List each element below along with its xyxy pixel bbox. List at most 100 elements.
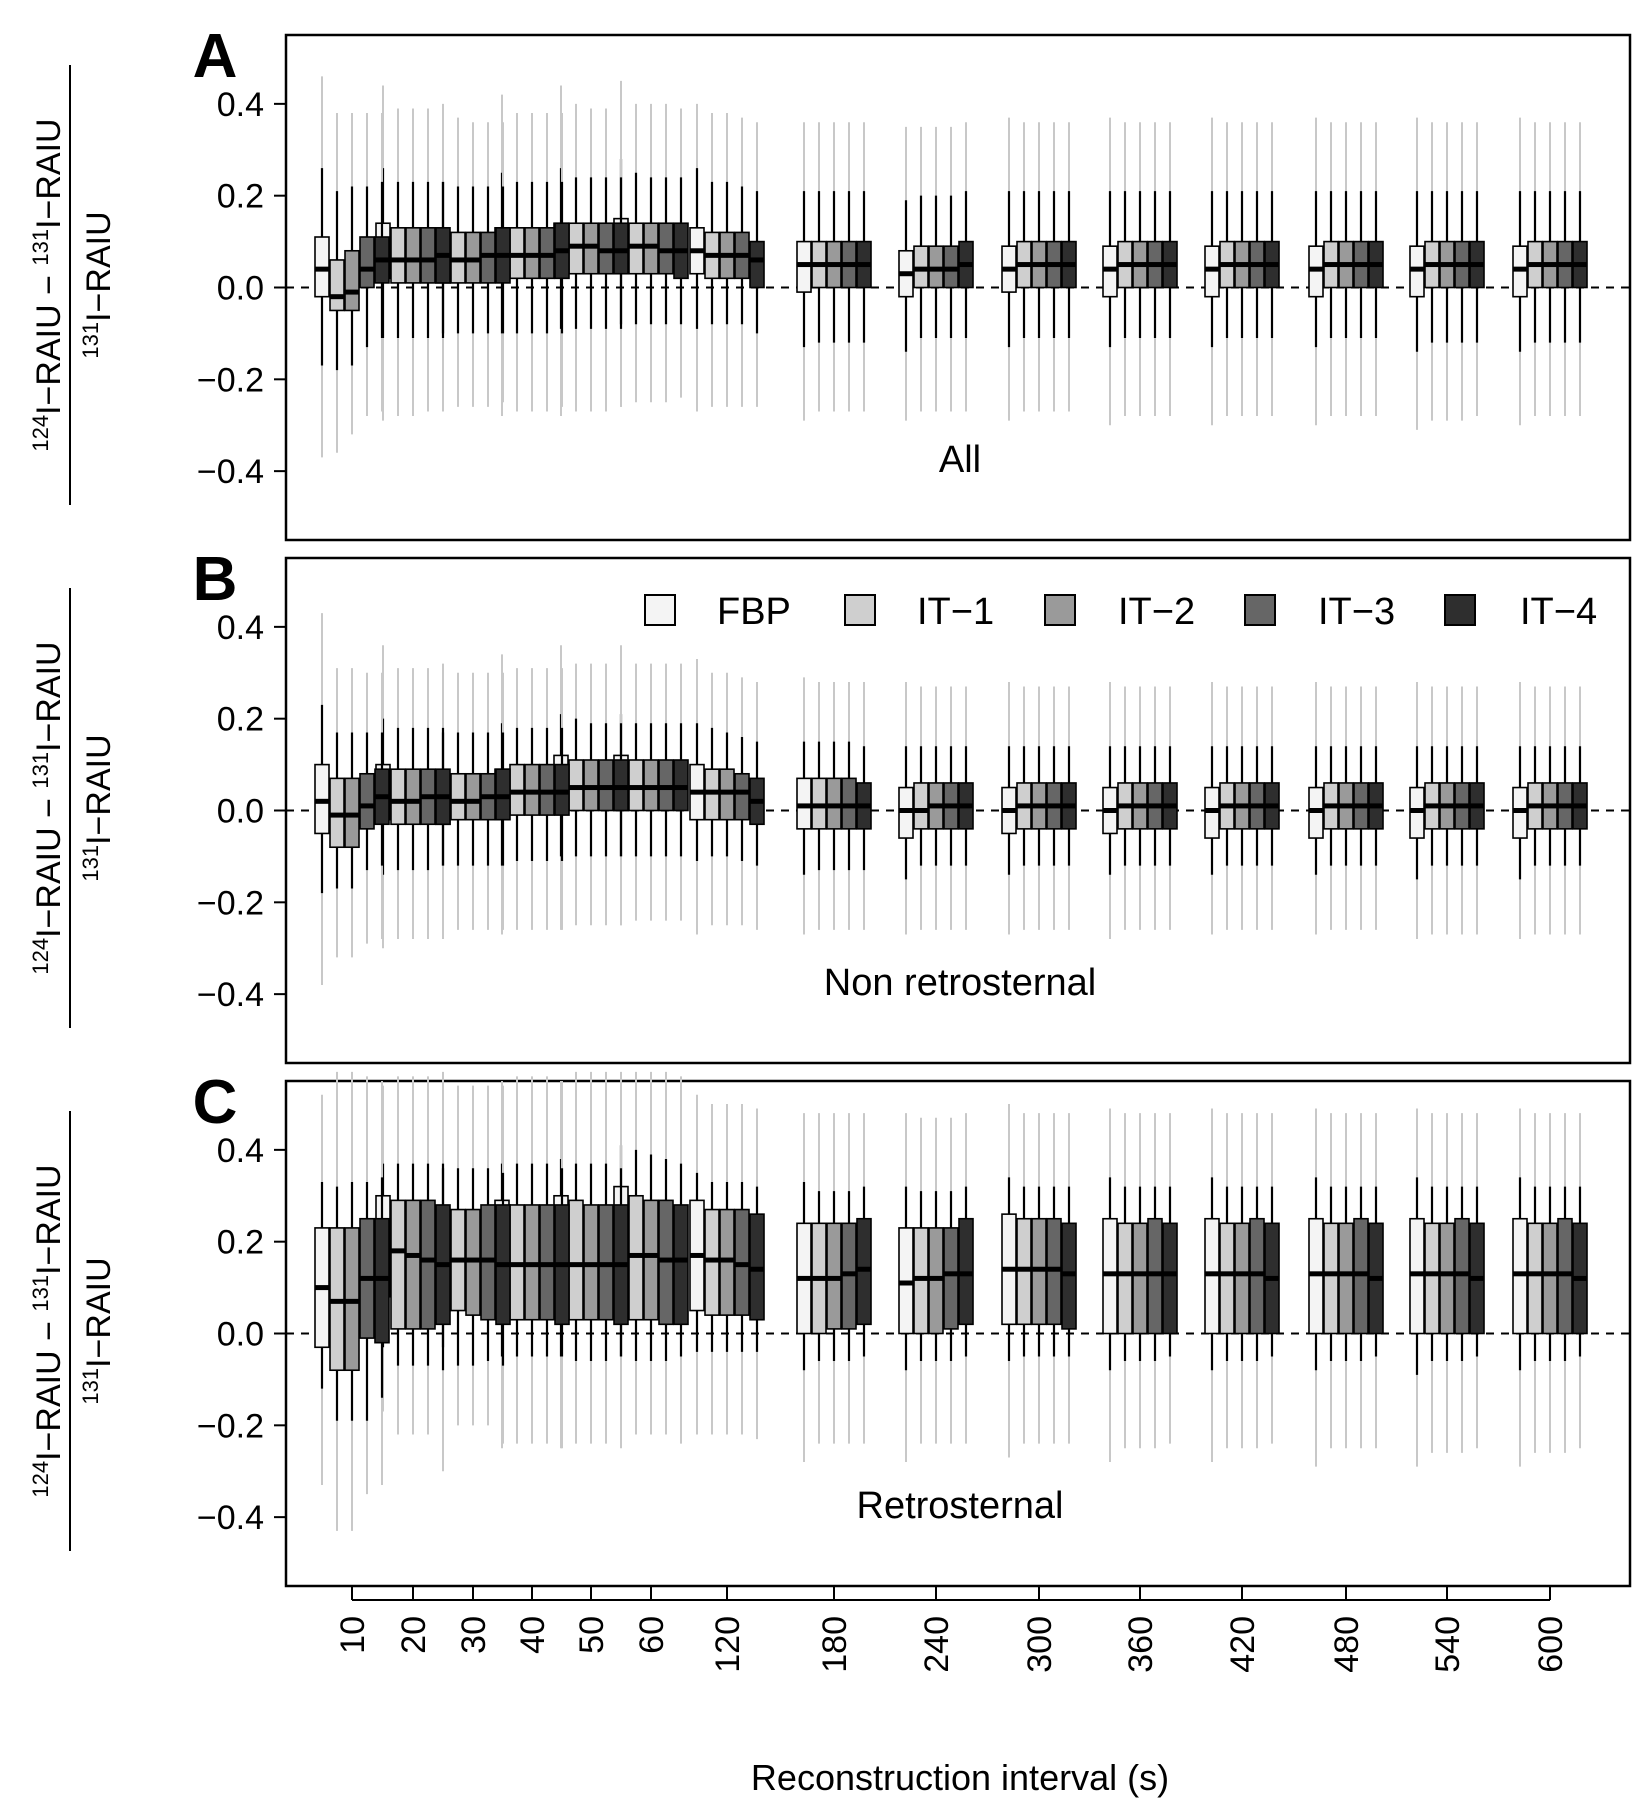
box [943, 1227, 959, 1330]
series-it-3 [359, 663, 1573, 944]
series-it-4 [374, 108, 1588, 417]
box [329, 259, 345, 312]
series-it-1 [329, 1071, 1543, 1531]
legend: FBP IT−1 IT−2 IT−3 IT−4 [644, 591, 1597, 633]
panel-c: C0.4 0.2 0.0 −0.2 −0.4 Retrosternal [193, 1068, 1632, 1588]
x-tick-label: 10 [334, 1616, 372, 1654]
box [420, 1199, 436, 1330]
panel-subset-label: All [939, 439, 981, 481]
legend-label-fbp: FBP [717, 591, 791, 633]
box [1132, 1222, 1148, 1335]
box [405, 768, 421, 826]
box [1542, 1222, 1558, 1335]
x-tick-label: 360 [1122, 1616, 1160, 1673]
box [673, 1204, 689, 1326]
box [1234, 1222, 1250, 1335]
legend-label-it2: IT−2 [1118, 591, 1195, 633]
ylabel-denominator: 131I−RAIU [78, 211, 118, 358]
x-tick-label: 540 [1429, 1616, 1467, 1673]
y-tick-label: 0.4 [217, 609, 264, 647]
y-tick-label: 0.0 [217, 1316, 264, 1354]
panel-subset-label: Non retrosternal [824, 962, 1096, 1004]
series-it-2 [344, 103, 1558, 435]
legend-swatch-it1 [844, 594, 876, 626]
ylabel-denominator: 131I−RAIU [78, 1257, 118, 1404]
x-tick-label: 40 [514, 1616, 552, 1654]
box [749, 240, 765, 289]
ylabel-panel-b: 124I−RAIU − 131I−RAIU 131I−RAIU [28, 588, 118, 1028]
series-it-3 [359, 103, 1573, 421]
y-tick-label: −0.2 [197, 884, 264, 922]
box [465, 772, 481, 821]
y-tick-label: 0.0 [217, 793, 264, 831]
x-tick-label: 50 [573, 1616, 611, 1654]
y-tick-label: 0.2 [217, 178, 264, 216]
box [643, 1199, 659, 1321]
y-tick-label: 0.4 [217, 1132, 264, 1170]
box [405, 227, 421, 284]
box [359, 772, 375, 830]
legend-swatch-it3 [1244, 594, 1276, 626]
y-tick-label: 0.2 [217, 1224, 264, 1262]
x-tick-label: 600 [1532, 1616, 1570, 1673]
box [1527, 1222, 1543, 1335]
ylabel-numerator: 124I−RAIU − 131I−RAIU [28, 1164, 68, 1497]
legend-label-it1: IT−1 [917, 591, 994, 633]
y-tick-label: 0.4 [217, 86, 264, 124]
box [1219, 1222, 1235, 1335]
legend-label-it3: IT−3 [1318, 591, 1395, 633]
panel-letter: C [193, 1068, 238, 1137]
x-tick-label: 240 [918, 1616, 956, 1673]
x-tick-label: 60 [633, 1616, 671, 1654]
panel-b: B0.4 0.2 0.0 −0.2 −0.4 Non retrosternal [193, 545, 1632, 1065]
box [1424, 1222, 1440, 1335]
box [1323, 1222, 1339, 1335]
y-tick-label: 0.2 [217, 701, 264, 739]
box [359, 236, 375, 289]
y-tick-label: −0.4 [197, 453, 264, 491]
series-it-4 [374, 663, 1588, 940]
box [420, 227, 436, 284]
legend-swatch-fbp [644, 594, 676, 626]
series-it-1 [329, 663, 1543, 958]
series-it-2 [344, 663, 1558, 958]
legend-swatch-it4 [1444, 594, 1476, 626]
y-tick-label: −0.2 [197, 1407, 264, 1445]
series-it-1 [329, 103, 1543, 453]
x-tick-label: 300 [1021, 1616, 1059, 1673]
legend-swatch-it2 [1044, 594, 1076, 626]
box [390, 227, 406, 284]
box [1338, 1222, 1354, 1335]
panel-a: A0.4 0.2 0.0 −0.2 −0.4 All [193, 22, 1632, 542]
box [390, 768, 406, 826]
series-it-4 [374, 1071, 1588, 1485]
y-tick-label: 0.0 [217, 270, 264, 308]
x-tick-label: 420 [1224, 1616, 1262, 1673]
ylabel-numerator: 124I−RAIU − 131I−RAIU [28, 118, 68, 451]
box [1117, 1222, 1133, 1335]
y-tick-label: −0.4 [197, 976, 264, 1014]
box [344, 249, 360, 312]
x-tick-label: 120 [709, 1616, 747, 1673]
box [734, 772, 750, 821]
box [913, 782, 929, 830]
box [1439, 1222, 1455, 1335]
box [1162, 1222, 1178, 1335]
series-it-3 [359, 1071, 1573, 1495]
box [568, 1199, 584, 1321]
x-tick-label: 180 [816, 1616, 854, 1673]
ylabel-panel-c: 124I−RAIU − 131I−RAIU 131I−RAIU [28, 1111, 118, 1551]
ylabel-denominator: 131I−RAIU [78, 734, 118, 881]
panel-letter: B [193, 545, 238, 614]
ylabel-numerator: 124I−RAIU − 131I−RAIU [28, 641, 68, 974]
panel-letter: A [193, 22, 238, 91]
y-tick-label: −0.4 [197, 1499, 264, 1537]
series-it-2 [344, 1071, 1558, 1531]
panel-subset-label: Retrosternal [857, 1485, 1064, 1527]
box [390, 1199, 406, 1330]
legend-label-it4: IT−4 [1520, 591, 1597, 633]
x-tick-label: 30 [455, 1616, 493, 1654]
ylabel-panel-a: 124I−RAIU − 131I−RAIU 131I−RAIU [28, 65, 118, 505]
